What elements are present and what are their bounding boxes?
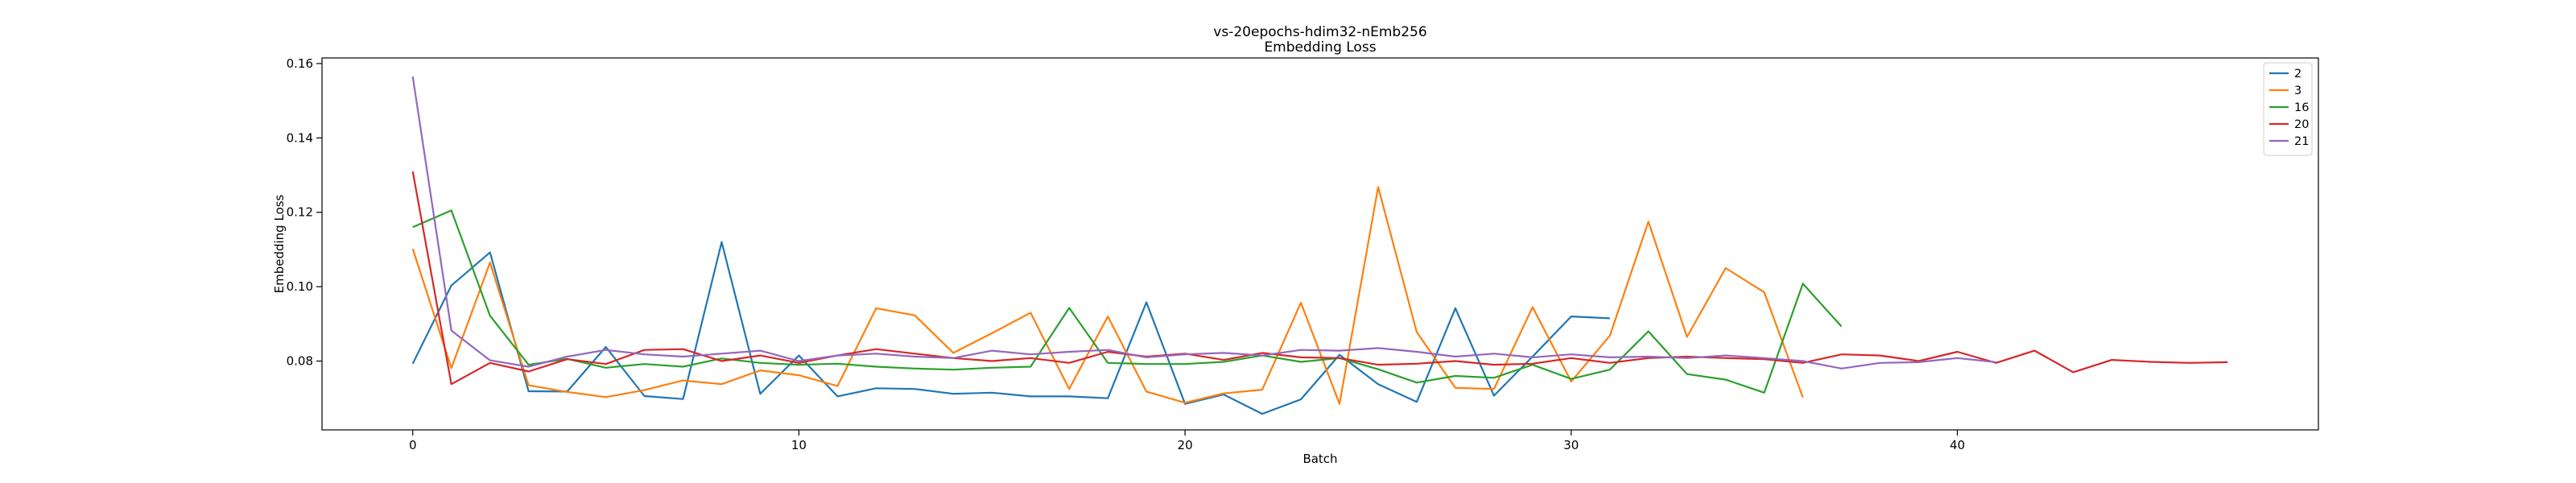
y-tick-label: 0.10 bbox=[287, 279, 313, 294]
chart-title: vs-20epochs-hdim32-nEmb256 bbox=[1213, 24, 1426, 40]
legend-label-20: 20 bbox=[2294, 118, 2309, 131]
series-line-20 bbox=[411, 171, 2228, 386]
x-tick-label: 10 bbox=[791, 438, 807, 452]
series-line-3 bbox=[411, 186, 1804, 405]
y-tick-label: 0.08 bbox=[287, 354, 313, 369]
x-tick-label: 20 bbox=[1178, 438, 1193, 452]
legend: 2 3 16 20 21 bbox=[2263, 62, 2313, 156]
y-tick-label: 0.16 bbox=[287, 56, 313, 71]
y-tick-label: 0.12 bbox=[287, 205, 313, 220]
x-tick-label: 0 bbox=[409, 438, 417, 452]
legend-label-21: 21 bbox=[2294, 135, 2309, 148]
series-line-2 bbox=[411, 241, 1610, 415]
legend-label-2: 2 bbox=[2294, 68, 2301, 80]
x-tick-label: 40 bbox=[1950, 438, 1965, 452]
y-tick-label: 0.14 bbox=[287, 130, 313, 145]
series-line-21 bbox=[411, 76, 1996, 369]
legend-box bbox=[2263, 62, 2313, 156]
legend-label-16: 16 bbox=[2294, 101, 2309, 114]
legend-label-3: 3 bbox=[2294, 85, 2301, 97]
plot-area-frame bbox=[321, 57, 2319, 431]
y-axis-label: Embedding Loss bbox=[272, 194, 287, 293]
chart-subtitle: Embedding Loss bbox=[1264, 39, 1376, 56]
x-axis-label: Batch bbox=[1302, 452, 1337, 466]
x-axis: 0 10 20 30 40 bbox=[409, 430, 1965, 452]
series-layer bbox=[411, 76, 2228, 415]
x-tick-label: 30 bbox=[1563, 438, 1579, 452]
series-line-16 bbox=[412, 209, 1843, 394]
y-axis: 0.08 0.10 0.12 0.14 0.16 bbox=[287, 56, 322, 369]
